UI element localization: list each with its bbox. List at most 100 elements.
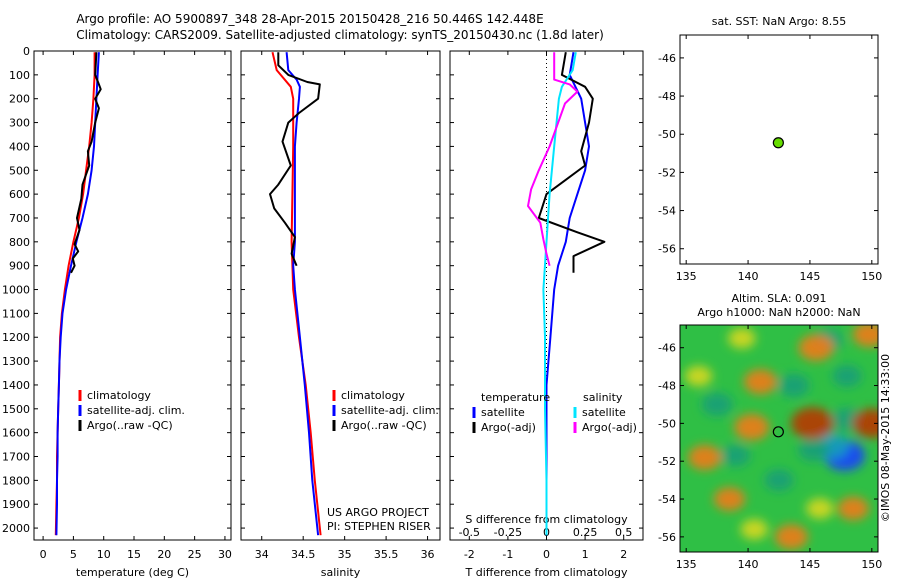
temperature-x-axis-label: temperature (deg C) — [76, 566, 189, 579]
temperature-ytick-label: 500 — [9, 164, 30, 177]
temperature-ytick-label: 1800 — [2, 474, 30, 487]
sst-map-ytick-label: -48 — [658, 90, 676, 103]
sla-map-anomaly — [684, 365, 713, 387]
sla-map-anomaly — [798, 438, 830, 462]
salinity-series-line — [271, 51, 322, 536]
temperature-ytick-label: 1500 — [2, 403, 30, 416]
sla-map-float-marker — [772, 426, 784, 438]
temperature-xtick-label: 0 — [40, 548, 47, 561]
sla-map-anomaly — [806, 498, 834, 519]
sla-map-anomaly — [778, 373, 810, 398]
sla-map-anomaly — [764, 469, 794, 492]
sst-map-xtick-label: 140 — [738, 270, 759, 283]
sst-map-ytick-label: -50 — [658, 128, 676, 141]
sla-map-field — [680, 325, 878, 552]
sst-map-ytick-label: -56 — [658, 243, 676, 256]
sla-map-ytick-label: -56 — [658, 531, 676, 544]
temperature-plot-frame — [33, 50, 232, 541]
temperature-ytick-label: 400 — [9, 140, 30, 153]
salinity-series-line — [285, 52, 320, 536]
temperature-ytick-label: 1200 — [2, 331, 30, 344]
sla-map-ytick-label: -52 — [658, 455, 676, 468]
salinity-x-axis-label: salinity — [321, 566, 361, 579]
sla-map-anomaly — [721, 444, 751, 467]
sla-map-anomaly — [852, 408, 878, 438]
sla-map-xtick-label: 135 — [676, 558, 697, 571]
sla-map-frame — [679, 324, 879, 553]
difference-series-line — [537, 52, 606, 273]
salinity-xtick-label: 34.5 — [291, 548, 316, 561]
difference-series-line — [542, 52, 577, 536]
temperature-xtick-label: 15 — [127, 548, 141, 561]
salinity-legend-label: Argo(..raw -QC) — [341, 419, 427, 432]
sla-map-xtick-label: 145 — [799, 558, 820, 571]
sla-map-anomaly — [728, 327, 756, 349]
temperature-ytick-label: 1900 — [2, 498, 30, 511]
sst-map-ytick-label: -46 — [658, 52, 676, 65]
sla-map-anomaly — [688, 444, 722, 470]
temperature-ytick-label: 1100 — [2, 307, 30, 320]
temperature-ytick-label: 2000 — [2, 522, 30, 535]
difference-legend-label: Argo(-adj) — [582, 421, 637, 434]
temperature-ytick-label: 1700 — [2, 451, 30, 464]
temperature-ytick-label: 200 — [9, 93, 30, 106]
temperature-xtick-label: 30 — [218, 548, 232, 561]
difference-legend-header: salinity — [583, 391, 623, 404]
salinity-xtick-label: 36 — [421, 548, 435, 561]
temperature-ytick-label: 300 — [9, 117, 30, 130]
temperature-legend-label: climatology — [87, 389, 151, 402]
difference-salinity-tick-label: -0.5 — [459, 526, 480, 539]
difference-xtick-label: 0 — [543, 548, 550, 561]
sla-map-anomaly — [743, 369, 777, 395]
temperature-ytick-label: 0 — [23, 45, 30, 58]
sst-map-title: sat. SST: NaN Argo: 8.55 — [712, 15, 846, 28]
temperature-ytick-label: 1400 — [2, 379, 30, 392]
temperature-series-line — [55, 52, 100, 536]
salinity-series-line — [269, 52, 321, 267]
sla-map-anomaly — [713, 487, 746, 511]
difference-xtick-label: -1 — [502, 548, 513, 561]
difference-legend-label: satellite — [582, 406, 626, 419]
sla-map-anomaly — [852, 325, 878, 347]
salinity-xtick-label: 34 — [255, 548, 269, 561]
temperature-xtick-label: 25 — [188, 548, 202, 561]
sla-map-ytick-label: -48 — [658, 380, 676, 393]
difference-salinity-tick-label: -0.25 — [494, 526, 522, 539]
sst-map-float-marker — [772, 137, 784, 149]
sst-map-xtick-label: 150 — [861, 270, 882, 283]
sla-map-anomaly — [832, 365, 862, 388]
salinity-legend-label: climatology — [341, 389, 405, 402]
temperature-ytick-label: 1000 — [2, 284, 30, 297]
difference-legend-header: temperature — [481, 391, 550, 404]
sla-map-anomaly — [740, 519, 768, 540]
difference-salinity-tick-label: 0.5 — [615, 526, 633, 539]
sla-map-anomaly — [734, 414, 770, 441]
difference-x-axis-label: T difference from climatology — [465, 566, 628, 579]
temperature-ytick-label: 600 — [9, 188, 30, 201]
sla-map-blobs — [684, 325, 878, 550]
temperature-series-line — [70, 52, 102, 274]
temperature-ytick-label: 1300 — [2, 355, 30, 368]
sla-map-anomaly — [791, 407, 834, 440]
sla-map-ytick-label: -54 — [658, 493, 676, 506]
difference-legend-label: satellite — [481, 406, 525, 419]
salinity-note: PI: STEPHEN RISER — [327, 520, 431, 533]
sst-map-ytick-label: -54 — [658, 205, 676, 218]
title-line-1: Argo profile: AO 5900897_348 28-Apr-2015… — [76, 12, 544, 26]
temperature-ytick-label: 1600 — [2, 427, 30, 440]
temperature-ytick-label: 700 — [9, 212, 30, 225]
difference-xtick-label: 1 — [582, 548, 589, 561]
sla-map-subtitle: Argo h1000: NaN h2000: NaN — [697, 306, 860, 319]
salinity-plot-frame — [240, 50, 441, 541]
sla-map-xtick-label: 140 — [738, 558, 759, 571]
temperature-series-line — [54, 52, 96, 536]
temperature-legend-label: Argo(..raw -QC) — [87, 419, 173, 432]
imos-credit: ©IMOS 08-May-2015 14:33:00 — [879, 354, 892, 522]
salinity-xtick-label: 35.5 — [374, 548, 399, 561]
difference-series-line — [545, 52, 590, 536]
temperature-xtick-label: 10 — [97, 548, 111, 561]
sst-map-xtick-label: 145 — [799, 270, 820, 283]
sla-map-anomaly — [774, 524, 808, 550]
temperature-xtick-label: 20 — [157, 548, 171, 561]
